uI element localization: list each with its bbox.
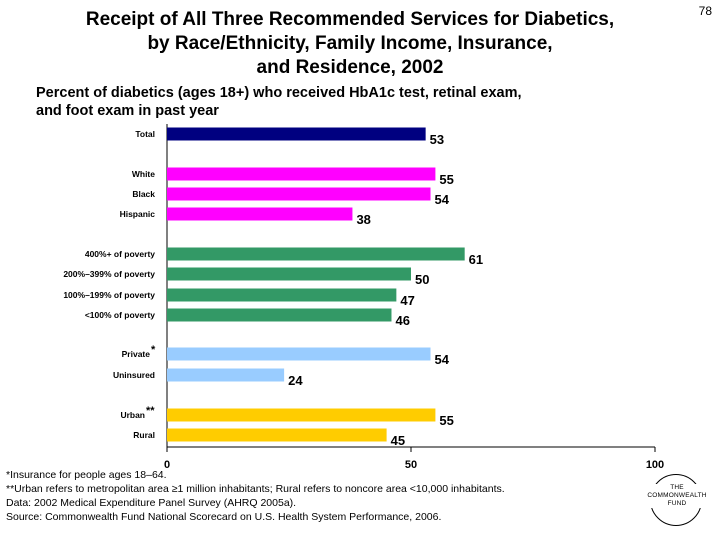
bar-5 bbox=[167, 267, 411, 281]
category-label-9: Uninsured bbox=[113, 370, 155, 380]
chart-title-line-1: Receipt of All Three Recommended Service… bbox=[85, 9, 615, 30]
value-label-3: 38 bbox=[356, 212, 370, 227]
bar-7 bbox=[167, 308, 392, 322]
chart-title-line-2: by Race/Ethnicity, Family Income, Insura… bbox=[147, 33, 553, 54]
value-label-9: 24 bbox=[288, 373, 303, 388]
chart-title: Receipt of All Three Recommended Service… bbox=[20, 8, 680, 80]
bar-0 bbox=[167, 127, 426, 141]
footnote-urban-rural: **Urban refers to metropolitan area ≥1 m… bbox=[6, 483, 505, 495]
chart-subtitle-line-1: Percent of diabetics (ages 18+) who rece… bbox=[36, 85, 522, 101]
value-label-8: 54 bbox=[435, 352, 450, 367]
value-label-11: 45 bbox=[391, 433, 405, 448]
x-tick-label-0: 0 bbox=[164, 459, 170, 471]
value-label-4: 61 bbox=[469, 252, 483, 267]
logo-text: THE COMMONWEALTH FUND bbox=[642, 484, 712, 508]
chart-title-line-3: and Residence, 2002 bbox=[256, 57, 444, 78]
x-tick-label-2: 100 bbox=[646, 459, 664, 471]
bar-1 bbox=[167, 167, 436, 181]
logo-text-line-3: FUND bbox=[642, 500, 712, 508]
category-label-11: Rural bbox=[133, 430, 155, 440]
value-label-0: 53 bbox=[430, 132, 444, 147]
category-label-10: Urban bbox=[120, 410, 145, 420]
value-label-2: 54 bbox=[435, 192, 450, 207]
logo-text-line-1: THE bbox=[642, 484, 712, 492]
category-label-7: <100% of poverty bbox=[85, 310, 155, 320]
x-tick-label-1: 50 bbox=[405, 459, 417, 471]
value-label-10: 55 bbox=[439, 413, 453, 428]
bar-9 bbox=[167, 368, 285, 382]
chart-subtitle-line-2: and foot exam in past year bbox=[36, 103, 219, 119]
category-label-6: 100%–199% of poverty bbox=[63, 290, 155, 300]
bar-8 bbox=[167, 347, 431, 361]
logo-text-line-2: COMMONWEALTH bbox=[642, 492, 712, 500]
category-marker-8: * bbox=[151, 344, 156, 356]
category-label-0: Total bbox=[135, 129, 155, 139]
bar-2 bbox=[167, 187, 431, 201]
bar-6 bbox=[167, 288, 397, 302]
value-label-5: 50 bbox=[415, 272, 429, 287]
bar-3 bbox=[167, 207, 353, 221]
bar-10 bbox=[167, 408, 436, 422]
value-label-6: 47 bbox=[400, 293, 414, 308]
bar-11 bbox=[167, 428, 387, 442]
category-label-8: Private bbox=[122, 349, 151, 359]
bar-4 bbox=[167, 247, 465, 261]
chart-subtitle: Percent of diabetics (ages 18+) who rece… bbox=[36, 84, 696, 120]
value-label-7: 46 bbox=[395, 313, 409, 328]
value-label-1: 55 bbox=[439, 172, 453, 187]
category-label-1: White bbox=[132, 169, 155, 179]
category-label-2: Black bbox=[132, 189, 155, 199]
commonwealth-fund-logo: THE COMMONWEALTH FUND bbox=[642, 474, 712, 526]
category-marker-10: ** bbox=[146, 405, 155, 417]
footnote-source: Source: Commonwealth Fund National Score… bbox=[6, 511, 442, 523]
category-label-4: 400%+ of poverty bbox=[85, 249, 155, 259]
category-label-3: Hispanic bbox=[120, 209, 156, 219]
footnote-data: Data: 2002 Medical Expenditure Panel Sur… bbox=[6, 497, 297, 509]
footnotes: *Insurance for people ages 18–64. **Urba… bbox=[6, 468, 606, 524]
footnote-insurance: *Insurance for people ages 18–64. bbox=[6, 469, 167, 481]
page-number: 78 bbox=[698, 4, 712, 18]
category-label-5: 200%–399% of poverty bbox=[63, 269, 155, 279]
